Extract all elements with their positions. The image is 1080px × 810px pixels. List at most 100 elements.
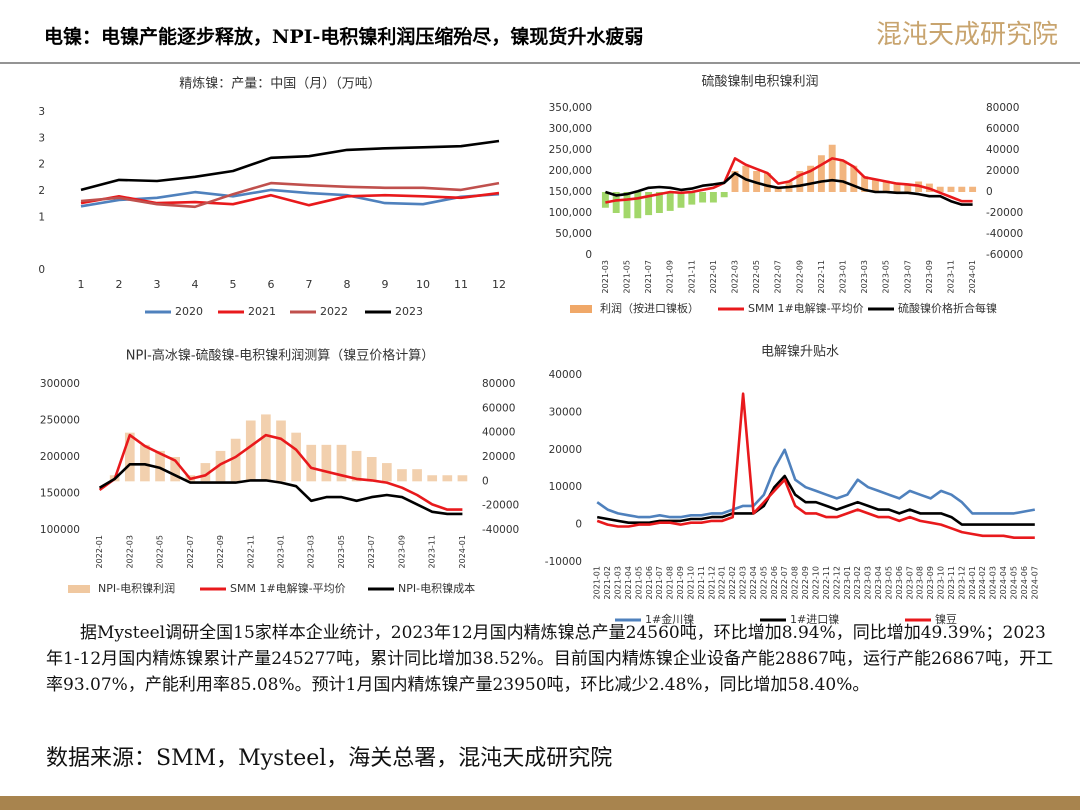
y2-tick-label: 80000 — [986, 102, 1019, 114]
bar — [839, 160, 847, 192]
bar — [397, 469, 407, 482]
paragraph: 据Mysteel调研全国15家样本企业统计，2023年12月国内精炼镍总产量24… — [46, 623, 1054, 695]
bar — [601, 192, 609, 208]
legend-label: NPI-电积镍利润 — [98, 581, 175, 595]
x-tick-label: 2023-01 — [839, 260, 848, 293]
y-tick-label: 200000 — [40, 451, 80, 463]
y-tick-label: 100000 — [40, 524, 80, 536]
chart-title: 电解镍升贴水 — [761, 345, 839, 360]
x-tick-label: 2022-05 — [759, 566, 768, 599]
bar — [882, 181, 890, 192]
bar — [261, 414, 271, 482]
bar — [200, 463, 211, 482]
x-tick-label: 7 — [306, 278, 313, 291]
bar — [709, 192, 717, 203]
bar — [366, 457, 377, 482]
x-tick-label: 2023-12 — [957, 566, 966, 599]
legend-swatch — [570, 305, 592, 313]
bar — [655, 192, 663, 213]
x-tick-label: 2023-08 — [916, 566, 925, 599]
legend-swatch — [68, 585, 90, 593]
x-tick-label: 2023-07 — [367, 535, 376, 568]
x-tick-label: 2022-07 — [774, 260, 783, 293]
y-tick-label: 300,000 — [549, 123, 592, 135]
bar — [124, 432, 135, 482]
legend-label: 利润（按进口镍板） — [600, 301, 699, 315]
x-tick-label: 2023-07 — [905, 566, 914, 599]
x-tick-label: 5 — [230, 278, 237, 291]
x-tick-label: 4 — [192, 278, 199, 291]
y-tick-label: 40000 — [549, 369, 582, 381]
legend-label: 2021 — [248, 305, 276, 318]
x-tick-label: 2021-05 — [623, 260, 632, 293]
x-tick-label: 2022-10 — [812, 566, 821, 599]
bar — [763, 173, 771, 192]
x-tick-label: 2023-10 — [937, 566, 946, 599]
x-tick-label: 2021-11 — [687, 260, 696, 293]
bar — [893, 183, 901, 192]
x-tick-label: 2023-05 — [884, 566, 893, 599]
legend-label: NPI-电积镍成本 — [398, 581, 475, 595]
y2-tick-label: -60000 — [986, 249, 1023, 261]
x-tick-label: 3 — [154, 278, 161, 291]
x-tick-label: 2022-07 — [780, 566, 789, 599]
y-tick-label: 3 — [38, 132, 45, 144]
y2-tick-label: 0 — [986, 186, 993, 198]
x-tick-label: 2022-05 — [752, 260, 761, 293]
x-tick-label: 2022-01 — [718, 566, 727, 599]
bar — [291, 432, 301, 482]
x-tick-label: 2024-07 — [1030, 566, 1039, 599]
series-line — [98, 433, 463, 511]
x-tick-label: 2024-01 — [458, 535, 467, 568]
y-tick-label: 10000 — [549, 481, 582, 493]
x-tick-label: 2022-03 — [739, 566, 748, 599]
x-tick-label: 2023-09 — [925, 260, 934, 293]
bar — [850, 165, 858, 192]
x-tick-label: 2022-06 — [770, 566, 779, 599]
y2-tick-label: 60000 — [482, 402, 515, 414]
bar — [796, 171, 804, 192]
y-tick-label: 350,000 — [549, 102, 592, 114]
legend-label: 2023 — [395, 305, 423, 318]
series-line — [605, 171, 973, 206]
bar — [828, 144, 836, 192]
x-tick-label: 2021-06 — [645, 566, 654, 599]
bar — [612, 192, 620, 213]
bar — [382, 463, 392, 482]
x-tick-label: 1 — [78, 278, 85, 291]
x-tick-label: 2021-07 — [655, 566, 664, 599]
x-tick-label: 6 — [268, 278, 275, 291]
x-tick-label: 2024-01 — [968, 566, 977, 599]
y-tick-label: 250000 — [40, 415, 80, 427]
x-tick-label: 2022-01 — [95, 535, 104, 568]
bar — [666, 192, 674, 211]
y2-tick-label: 80000 — [482, 378, 515, 390]
x-tick-label: 2022-03 — [731, 260, 740, 293]
legend-label: SMM 1#电解镍-平均价 — [230, 581, 346, 595]
y2-tick-label: -40000 — [986, 228, 1023, 240]
y-tick-label: 30000 — [549, 406, 582, 418]
y-tick-label: 300000 — [40, 378, 80, 390]
y2-tick-label: -20000 — [482, 500, 519, 512]
legend-label: 1#进口镍 — [790, 612, 839, 626]
series-line — [605, 157, 973, 204]
y2-tick-label: 60000 — [986, 123, 1019, 135]
y-tick-label: 3 — [38, 106, 45, 118]
legend-label: 1#金川镍 — [645, 612, 694, 626]
slide-title: 电镍：电镍产能逐步释放，NPI-电积镍利润压缩殆尽，镍现货升水疲弱 — [44, 25, 643, 48]
x-tick-label: 2023-03 — [864, 566, 873, 599]
y-tick-label: 0 — [585, 249, 592, 261]
bar — [947, 186, 955, 192]
x-tick-label: 11 — [454, 278, 468, 291]
bar — [336, 444, 347, 482]
y-tick-label: 200,000 — [549, 165, 592, 177]
y-tick-label: 50,000 — [555, 228, 592, 240]
series-line — [596, 474, 1035, 526]
bar — [958, 186, 966, 192]
x-tick-label: 2021-04 — [624, 566, 633, 599]
bar — [936, 186, 944, 192]
source: 数据来源：SMM，Mysteel，海关总署，混沌天成研究院 — [46, 746, 613, 771]
y2-tick-label: 40000 — [482, 427, 515, 439]
